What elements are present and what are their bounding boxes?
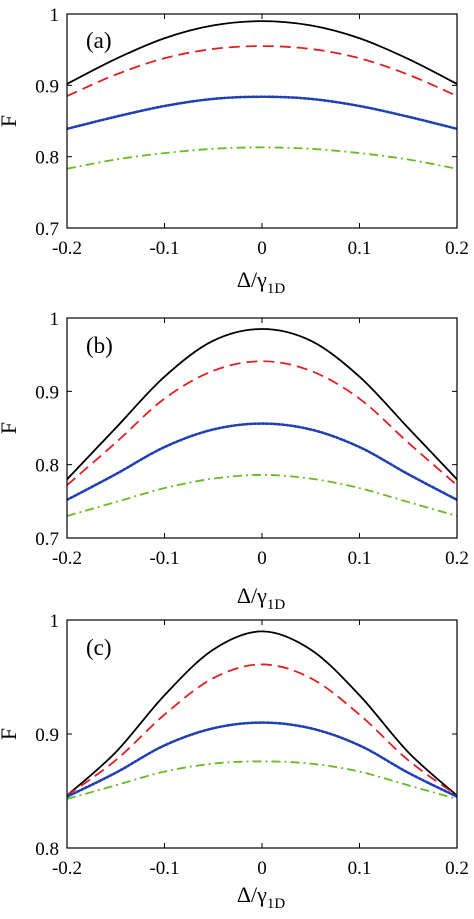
series-line-dotted [67, 422, 457, 502]
x-tick-label: 0.1 [348, 238, 372, 259]
x-tick-label: -0.2 [52, 548, 82, 569]
series-line-dotted [67, 721, 457, 798]
y-tick-label: 0.8 [35, 148, 59, 169]
series-line-dashed [67, 663, 457, 797]
x-axis-label: Δ/γ1D [237, 882, 285, 912]
x-tick-label: -0.1 [149, 238, 179, 259]
y-tick-label: 0.9 [35, 76, 59, 97]
x-axis-label: Δ/γ1D [237, 267, 285, 297]
series-line-solid [67, 630, 457, 797]
y-tick-label: 0.7 [35, 529, 59, 550]
x-axis-label-main: Δ/γ [237, 267, 267, 292]
x-tick-label: 0 [257, 238, 267, 259]
y-tick-label: 0.9 [35, 725, 59, 746]
y-axis-label: F [0, 115, 21, 127]
x-tick-label: 0.2 [445, 858, 469, 879]
y-tick-label: 1 [50, 611, 60, 632]
x-tick-label: -0.1 [149, 548, 179, 569]
panel-b: -0.2 -0.1 0 0.1 0.2 0.7 0.8 0.9 1 (b) F Δ/γ1D [0, 309, 469, 613]
x-tick-label: 0 [257, 858, 267, 879]
series-line-dotted [67, 95, 457, 131]
x-tick-label: 0.2 [445, 548, 469, 569]
panel-label: (c) [86, 635, 112, 660]
series-line-dashed [67, 360, 457, 486]
x-tick-label: -0.2 [52, 858, 82, 879]
panel-c: -0.2 -0.1 0 0.1 0.2 0.8 0.9 1 (c) F Δ/γ1D [0, 611, 469, 912]
series-line-dashdot [67, 760, 457, 800]
series-line-solid [67, 328, 457, 480]
panel-a: -0.2 -0.1 0 0.1 0.2 0.7 0.8 0.9 1 (a) F Δ/γ1D [0, 5, 469, 297]
x-axis-label-main: Δ/γ [237, 882, 267, 907]
y-tick-label: 0.9 [35, 382, 59, 403]
y-tick-label: 1 [50, 5, 60, 26]
y-axis-label: F [0, 422, 21, 434]
y-axis-label: F [0, 728, 21, 740]
y-tick-label: 1 [50, 309, 60, 330]
y-tick-label: 0.7 [35, 219, 59, 240]
series-line-dashdot [67, 146, 457, 170]
panel-label: (b) [86, 333, 113, 358]
x-tick-label: 0.1 [348, 858, 372, 879]
plot-frame [66, 619, 458, 849]
x-axis-label-sub: 1D [267, 597, 286, 613]
y-tick-label: 0.8 [35, 456, 59, 477]
x-axis-label-main: Δ/γ [237, 583, 267, 608]
plot-frame [66, 317, 458, 539]
plot-frame [66, 13, 458, 229]
y-tick-label: 0.8 [35, 839, 59, 860]
x-tick-label: 0.1 [348, 548, 372, 569]
x-tick-label: -0.2 [52, 238, 82, 259]
x-axis-label-sub: 1D [267, 281, 286, 297]
x-axis-label-sub: 1D [267, 896, 286, 912]
x-axis-label: Δ/γ1D [237, 583, 285, 613]
x-tick-label: 0.2 [445, 238, 469, 259]
x-tick-label: 0 [257, 548, 267, 569]
panel-label: (a) [86, 28, 112, 53]
series-line-solid [67, 20, 457, 85]
series-line-dashed [67, 45, 457, 97]
x-tick-label: -0.1 [149, 858, 179, 879]
series-line-dashdot [67, 474, 457, 517]
